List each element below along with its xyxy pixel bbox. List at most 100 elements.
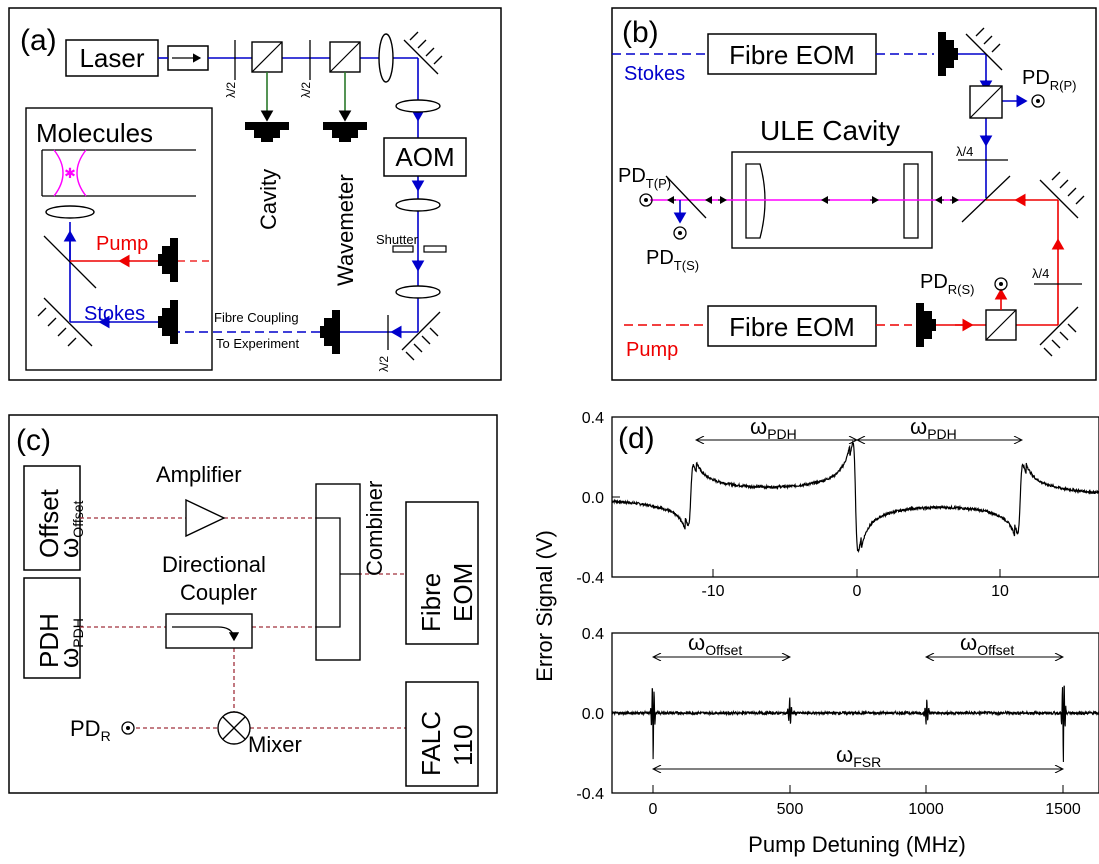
stokes-label-b: Stokes	[624, 63, 685, 85]
shutter: Shutter	[376, 232, 447, 253]
bottom-xtick: 1000	[908, 801, 944, 818]
svg-text:PDR(P): PDR(P)	[1022, 67, 1077, 93]
trace-top	[611, 440, 1099, 554]
bottom-xtick: 1500	[1045, 801, 1081, 818]
plot-top: (d) 0.4 0.0 -0.4 -10 0 10 ωPDH ωPDH	[576, 410, 1099, 600]
bottom-ytick: 0.0	[582, 706, 604, 723]
pd-rp: PDR(P)	[1022, 67, 1077, 108]
bottom-xtick: 0	[649, 801, 658, 818]
annot-fsr: ωFSR	[836, 742, 881, 770]
svg-text:PDT(P): PDT(P)	[618, 165, 671, 191]
pd-rs: PDR(S)	[920, 271, 1008, 297]
panel-a-tag: (a)	[20, 24, 57, 57]
amplifier-label: Amplifier	[156, 462, 242, 487]
cavity-mirror-right	[903, 163, 919, 239]
annot-offset-2: ωOffset	[960, 630, 1014, 658]
panel-a: (a) Laser λ/2 λ/2 λ/2	[8, 7, 502, 381]
top-ytick: -0.4	[576, 570, 604, 587]
svg-text:ωOffset: ωOffset	[54, 500, 86, 558]
trace-bottom	[611, 685, 1099, 763]
top-ytick: 0.4	[582, 410, 604, 427]
svg-text:Fibre: Fibre	[416, 573, 446, 632]
fibre-eom-bottom: Fibre EOM	[707, 305, 877, 347]
fibre-coupler-output	[320, 310, 340, 354]
aom-box: AOM	[383, 137, 467, 177]
stokes-coupler	[158, 300, 178, 344]
panel-b-tag: (b)	[622, 16, 659, 49]
lens-a5	[45, 205, 95, 219]
pbs-b1	[969, 85, 1003, 119]
svg-text:Combiner: Combiner	[362, 481, 387, 576]
molecules-label: Molecules	[36, 118, 153, 148]
svg-text:Mixer: Mixer	[248, 732, 302, 757]
coupler-label: Coupler	[180, 580, 257, 605]
svg-text:PDH: PDH	[34, 613, 64, 668]
pdh-source: PDH ωPDH	[23, 577, 86, 679]
fibre-coupler-wavemeter	[323, 122, 367, 142]
bottom-yticks: 0.4 0.0 -0.4	[576, 626, 620, 803]
svg-text:PDR(S): PDR(S)	[920, 271, 975, 297]
laser-box: Laser	[65, 39, 159, 77]
panel-d: Error Signal (V) Pump Detuning (MHz) (d)…	[532, 410, 1099, 857]
annot-pdh-1: ωPDH	[750, 414, 797, 442]
svg-text:Laser: Laser	[79, 43, 144, 73]
svg-text:AOM: AOM	[395, 142, 454, 172]
half-wave-label-1: λ/2	[224, 82, 238, 98]
top-xticks: -10 0 10	[701, 569, 1009, 600]
panel-d-tag: (d)	[618, 422, 655, 455]
pump-coupler	[158, 238, 178, 282]
panel-c: (c) Offset ωOffset PDH ωPDH Amplifier Di…	[8, 414, 498, 794]
stokes-label-a: Stokes	[84, 303, 145, 325]
pd-tp: PDT(P)	[618, 165, 671, 207]
bottom-xtick: 500	[777, 801, 804, 818]
lens-a2	[395, 99, 441, 113]
fibre-eom-top: Fibre EOM	[707, 33, 877, 75]
eom-coupler-bottom	[916, 303, 936, 347]
isolator	[167, 45, 209, 71]
bottom-xticks: 0 500 1000 1500	[649, 785, 1081, 818]
panel-b: (b) Stokes Fibre EOM PDR(P)	[611, 7, 1097, 381]
svg-text:ωPDH: ωPDH	[54, 618, 86, 668]
wavemeter-label: Wavemeter	[333, 174, 358, 286]
top-xtick: 10	[991, 583, 1009, 600]
d-xlabel: Pump Detuning (MHz)	[748, 832, 966, 857]
combiner: Combiner	[315, 481, 387, 661]
svg-text:EOM: EOM	[448, 563, 478, 622]
amplifier-triangle	[185, 498, 226, 538]
bottom-ytick: 0.4	[582, 626, 604, 643]
top-yticks: 0.4 0.0 -0.4	[576, 410, 620, 587]
eom-coupler-top	[938, 32, 958, 76]
svg-text:FALC: FALC	[416, 711, 446, 776]
pbs-cube-2	[329, 41, 361, 73]
svg-text:✱: ✱	[64, 165, 76, 181]
svg-text:Offset: Offset	[34, 488, 64, 558]
mirror-b3	[1039, 306, 1079, 357]
mirror-a2	[401, 311, 441, 361]
beam-path-a	[158, 57, 425, 339]
annot-pdh-2: ωPDH	[910, 414, 957, 442]
pbs-cube-1	[251, 41, 283, 73]
svg-text:Fibre EOM: Fibre EOM	[729, 312, 855, 342]
quarter-wave-label-1: λ/4	[956, 144, 973, 159]
pd-r-c: PDR	[70, 716, 135, 744]
directional-label: Directional	[162, 552, 266, 577]
svg-text:Shutter: Shutter	[376, 232, 419, 247]
cavity-label: Cavity	[256, 169, 281, 230]
mixer: Mixer	[217, 711, 302, 757]
pbs-b2	[985, 309, 1017, 341]
mirror-b2	[1039, 171, 1085, 219]
half-wave-label-3: λ/2	[377, 356, 391, 372]
experiment-box	[25, 107, 213, 371]
mirror-a3	[37, 297, 93, 347]
top-xtick: -10	[701, 583, 724, 600]
half-wave-label-2: λ/2	[299, 82, 313, 98]
pd-ts: PDT(S)	[646, 226, 699, 273]
mirror-b1	[965, 27, 1003, 71]
pump-label-b: Pump	[626, 339, 678, 361]
svg-text:Fibre EOM: Fibre EOM	[729, 40, 855, 70]
fibre-eom-c: Fibre EOM	[405, 501, 479, 645]
pump-label-a: Pump	[96, 233, 148, 255]
molecule-chamber: ✱	[41, 149, 196, 197]
fibre-coupling-label: Fibre Coupling	[214, 310, 299, 325]
